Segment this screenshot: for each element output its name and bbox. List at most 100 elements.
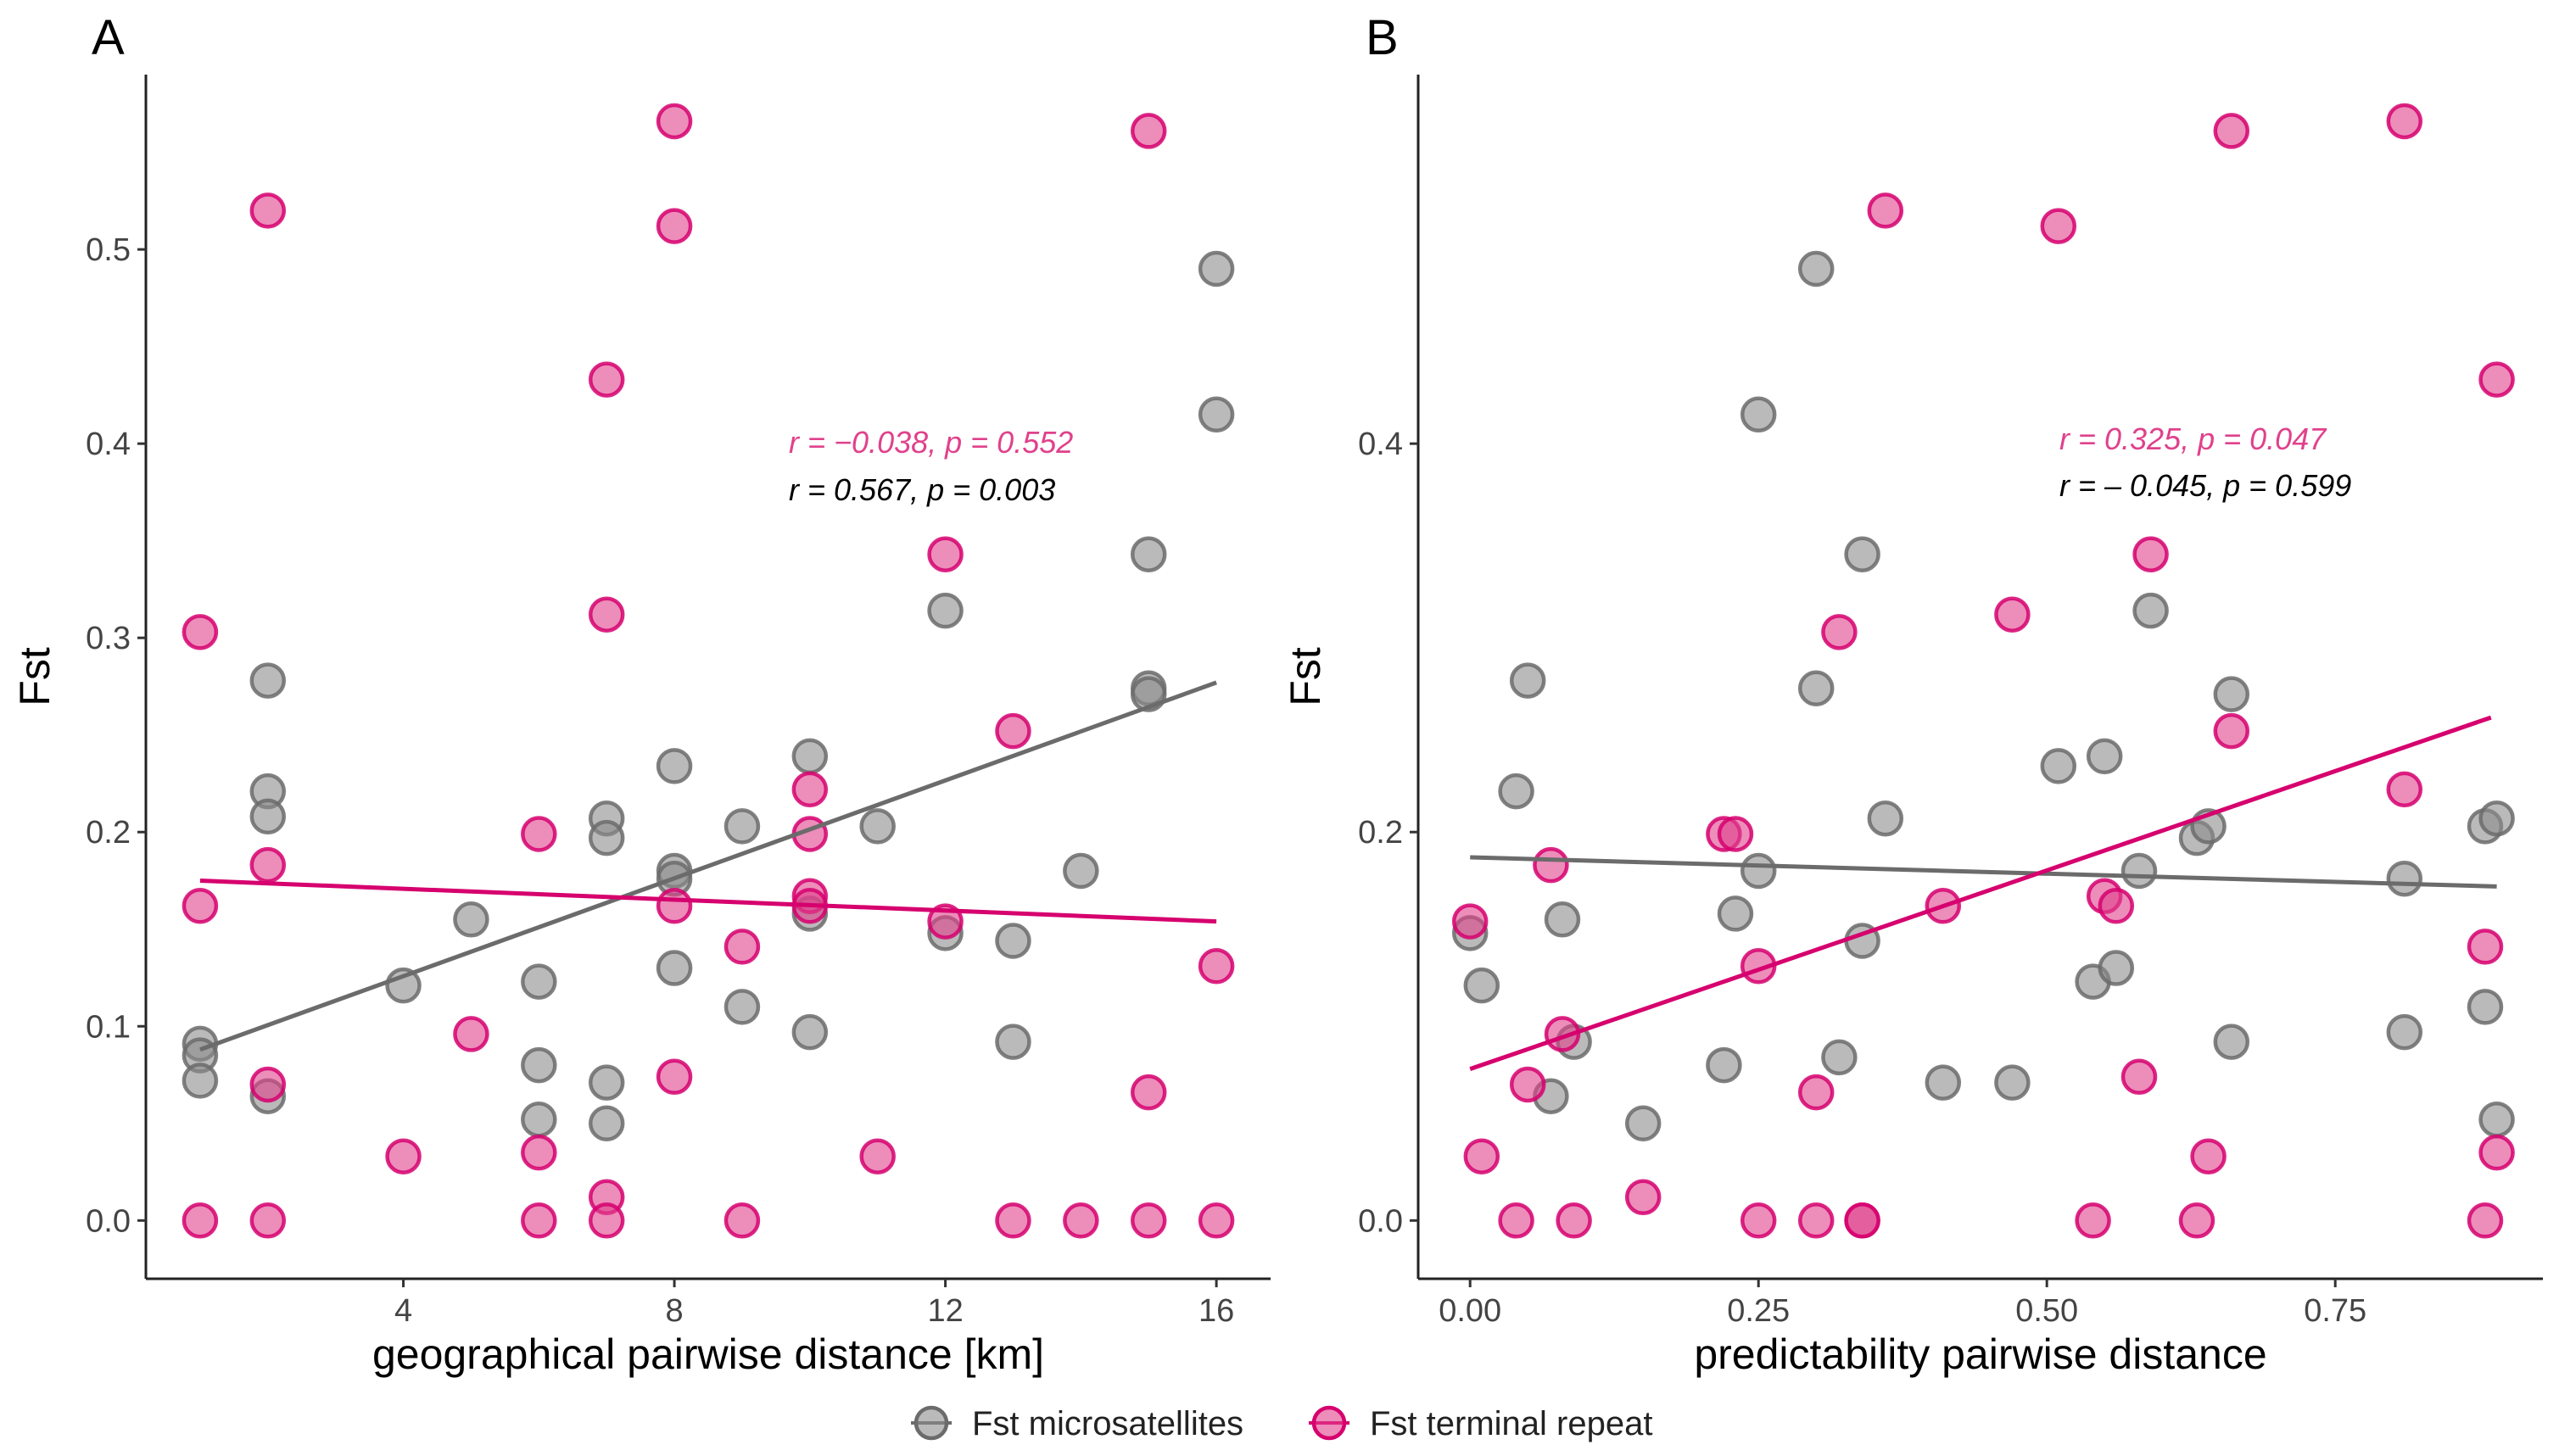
data-point-repeat xyxy=(2132,536,2169,572)
data-point-repeat xyxy=(2386,103,2423,140)
data-point-repeat xyxy=(2478,1134,2515,1171)
data-point-repeat xyxy=(182,1202,219,1239)
data-point-micro xyxy=(1717,895,1754,932)
y-tick-label: 0.2 xyxy=(1358,815,1403,851)
data-point-micro xyxy=(2098,950,2135,986)
data-point-micro xyxy=(2467,989,2504,1025)
data-point-micro xyxy=(1844,536,1880,572)
data-point-repeat xyxy=(656,1058,693,1096)
x-tick-label: 0.25 xyxy=(1727,1293,1790,1329)
data-point-micro xyxy=(1130,536,1167,572)
data-point-repeat xyxy=(453,1016,489,1052)
data-point-micro xyxy=(1797,250,1835,287)
data-point-repeat xyxy=(1844,1202,1880,1239)
data-point-repeat xyxy=(995,1202,1031,1239)
data-point-micro xyxy=(2213,1024,2250,1060)
regression-line-micro xyxy=(199,680,1217,1052)
data-point-micro xyxy=(995,1024,1031,1060)
y-axis-title: Fst xyxy=(1282,647,1329,706)
data-point-micro xyxy=(1867,800,1904,837)
data-point-repeat xyxy=(2213,113,2250,149)
data-point-micro xyxy=(1706,1046,1742,1084)
data-point-repeat xyxy=(724,1202,761,1239)
data-point-repeat xyxy=(1130,1074,1167,1111)
data-point-micro xyxy=(1994,1064,2031,1101)
data-point-repeat xyxy=(1463,1138,1500,1174)
data-point-repeat xyxy=(1498,1202,1534,1239)
data-point-repeat xyxy=(2213,712,2250,750)
data-point-micro xyxy=(588,1105,625,1142)
data-point-micro xyxy=(1797,670,1835,706)
data-point-repeat xyxy=(1797,1202,1835,1239)
data-point-micro xyxy=(2386,860,2423,897)
data-point-repeat xyxy=(588,1202,625,1239)
y-tick-label: 0.1 xyxy=(86,1009,131,1045)
data-point-repeat xyxy=(2478,361,2515,398)
series-repeat xyxy=(1451,103,2515,1239)
data-point-repeat xyxy=(1451,903,1489,940)
legend: Fst microsatellites Fst terminal repeat xyxy=(911,1405,1652,1442)
data-point-micro xyxy=(2120,852,2158,890)
y-tick-label: 0.0 xyxy=(86,1203,131,1239)
data-point-micro xyxy=(2386,1013,2423,1051)
data-point-micro xyxy=(791,738,829,775)
data-point-repeat xyxy=(724,929,761,965)
x-tick-label: 0.75 xyxy=(2304,1293,2366,1329)
data-point-repeat xyxy=(1717,816,1754,852)
data-point-micro xyxy=(588,819,625,856)
data-point-repeat xyxy=(656,103,693,140)
data-point-repeat xyxy=(182,614,219,650)
x-tick-label: 12 xyxy=(927,1293,963,1329)
regression-line-repeat xyxy=(199,878,1217,924)
data-point-repeat xyxy=(927,536,964,572)
legend-label: Fst terminal repeat xyxy=(1370,1405,1652,1442)
data-point-micro xyxy=(2040,748,2077,784)
series-repeat xyxy=(182,103,1235,1239)
data-point-repeat xyxy=(521,1202,557,1239)
stat-annotation-repeat: r = −0.038, p = 0.552 xyxy=(789,425,1073,460)
data-point-repeat xyxy=(656,208,693,244)
y-tick-label: 0.3 xyxy=(86,621,131,656)
data-point-repeat xyxy=(249,1066,287,1103)
data-point-micro xyxy=(1509,662,1546,699)
data-point-repeat xyxy=(521,816,557,852)
data-point-repeat xyxy=(1063,1202,1099,1239)
data-point-repeat xyxy=(588,361,625,398)
data-point-repeat xyxy=(1198,1202,1235,1239)
legend-key-marker xyxy=(1311,1405,1347,1441)
y-tick-label: 0.4 xyxy=(1358,427,1403,462)
data-point-micro xyxy=(656,748,693,784)
data-point-repeat xyxy=(2467,929,2504,965)
stat-annotation-repeat: r = 0.325, p = 0.047 xyxy=(2059,421,2327,456)
data-point-micro xyxy=(1740,396,1777,433)
y-tick-label: 0.2 xyxy=(86,815,131,851)
data-point-micro xyxy=(1821,1039,1858,1076)
data-point-repeat xyxy=(2386,771,2423,808)
data-point-micro xyxy=(1463,967,1500,1004)
data-point-repeat xyxy=(1130,1202,1167,1239)
x-axis-title: geographical pairwise distance [km] xyxy=(372,1330,1044,1378)
data-point-micro xyxy=(1925,1064,1962,1101)
data-point-micro xyxy=(521,963,557,1000)
data-point-repeat xyxy=(1198,948,1235,985)
data-point-micro xyxy=(995,923,1031,959)
data-point-repeat xyxy=(249,1202,287,1239)
data-point-repeat xyxy=(1740,1202,1777,1239)
data-point-repeat xyxy=(2190,1138,2227,1174)
data-point-repeat xyxy=(1533,846,1569,884)
x-tick-label: 0.50 xyxy=(2015,1293,2078,1329)
data-point-repeat xyxy=(1509,1066,1546,1103)
legend-label: Fst microsatellites xyxy=(972,1405,1243,1442)
data-point-repeat xyxy=(385,1138,422,1174)
data-point-repeat xyxy=(249,192,287,229)
data-point-repeat xyxy=(1867,192,1904,229)
data-point-repeat xyxy=(249,846,287,884)
panel-b: B 0.0 0.2 0.4 0.00 0.25 0.50 0.75 predictability… xyxy=(1282,10,2543,1378)
panel-letter: B xyxy=(1366,10,1399,65)
data-point-micro xyxy=(521,1046,557,1084)
y-axis-title: Fst xyxy=(11,647,59,706)
data-point-repeat xyxy=(1130,113,1167,149)
data-point-micro xyxy=(1063,852,1099,890)
data-point-micro xyxy=(521,1101,557,1138)
